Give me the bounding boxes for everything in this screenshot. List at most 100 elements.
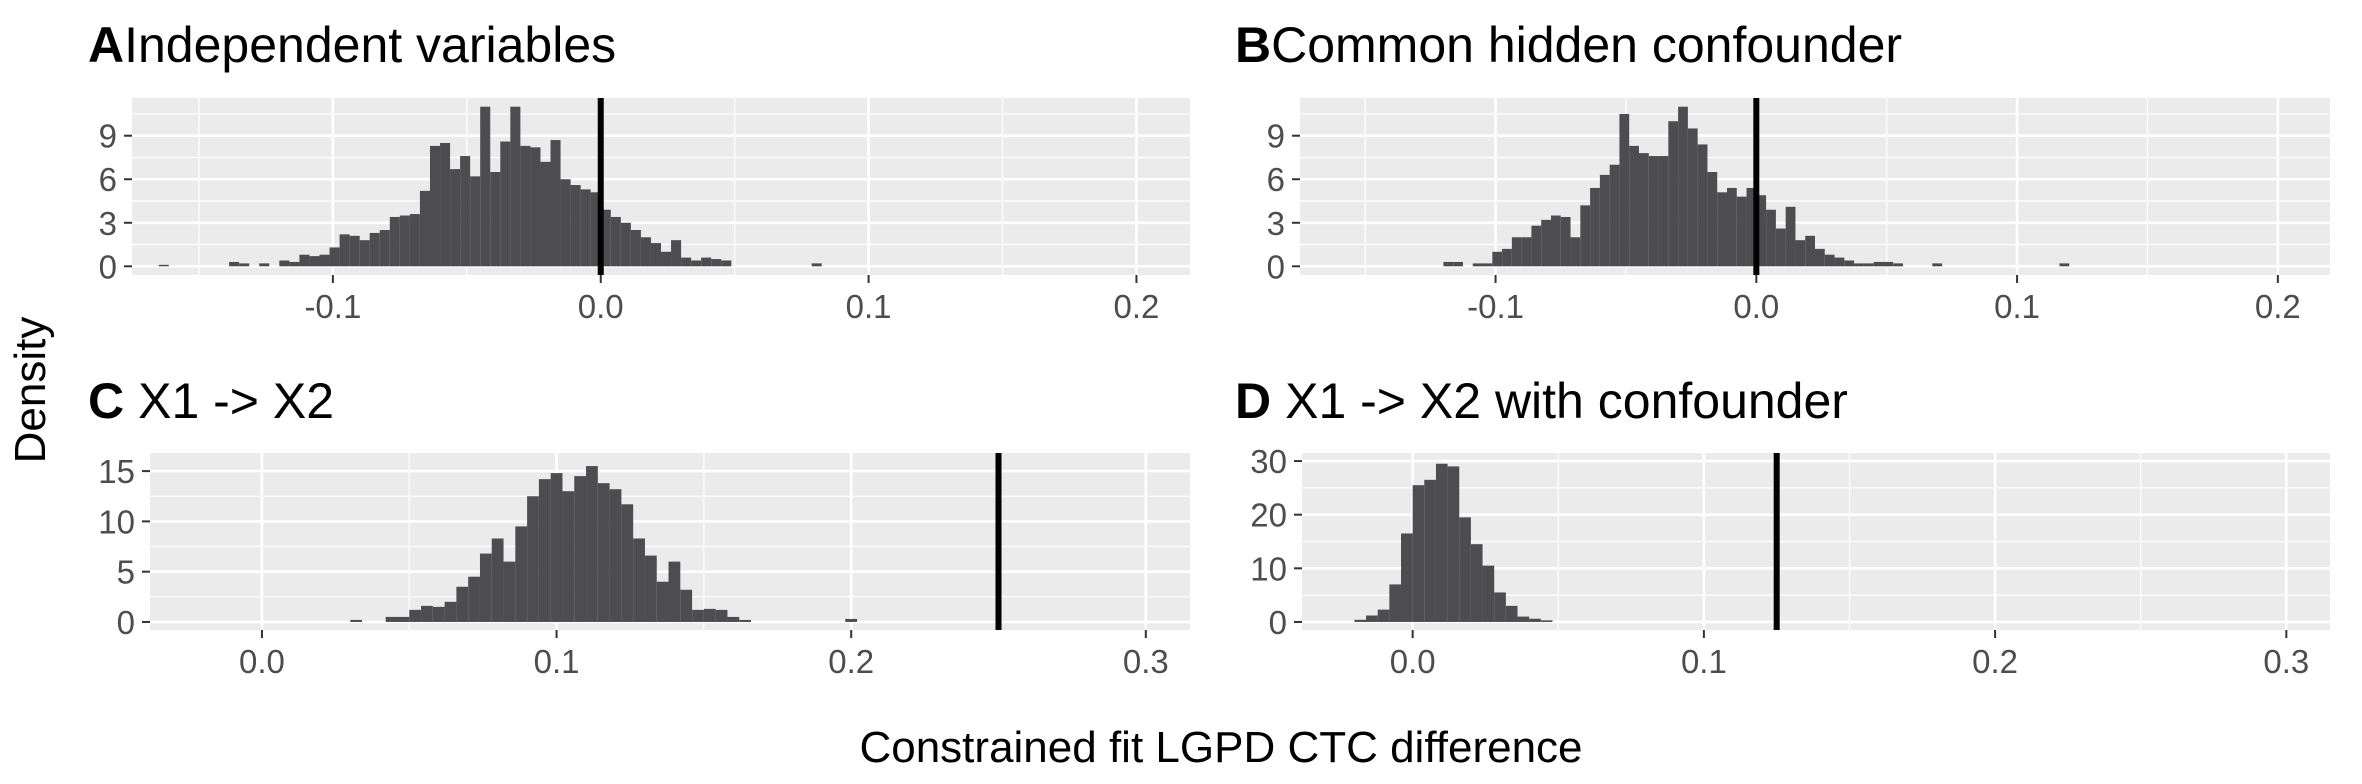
panel-b-bar <box>1883 261 1894 267</box>
panel-c-bar <box>432 606 445 622</box>
panel-b-bar <box>1521 237 1532 267</box>
panel-c-bar <box>715 609 728 622</box>
panel-a-bar <box>500 141 511 267</box>
panel-d-y-tick-label: 0 <box>1269 604 1287 641</box>
panel-b-bar <box>1854 263 1864 267</box>
panel-c-bar <box>703 608 716 622</box>
panel-b-bar <box>1629 145 1639 267</box>
panel-c-bar <box>538 479 551 622</box>
panel-a-bar <box>640 237 651 267</box>
panel-d-bar <box>1412 485 1425 622</box>
panel-d-bar <box>1366 615 1378 622</box>
panel-a-bar <box>530 147 541 267</box>
panel-b-bar <box>1795 240 1806 267</box>
panel-c-x-tick-label: 0.1 <box>534 643 580 680</box>
panel-a-title-text: Independent variables <box>124 17 616 73</box>
panel-b-bar <box>1697 144 1708 267</box>
panel-a-bar <box>590 192 601 267</box>
panel-b-bar <box>1932 263 1943 267</box>
panel-d-bar <box>1459 517 1471 622</box>
panel-c: C X1 -> X2 0.0 0.1 0.2 0.3 0 5 10 15 <box>88 373 1190 680</box>
panel-c-x-tick-label: 0.3 <box>1123 643 1169 680</box>
panel-c-bar <box>491 538 504 622</box>
panel-b-bar <box>1511 237 1522 267</box>
panel-b-bar <box>1472 263 1483 267</box>
panel-d-bar <box>1424 479 1436 622</box>
panel-a-y-tick-label: 9 <box>99 118 117 155</box>
panel-b-bar <box>1893 263 1904 267</box>
panel-b-x-tick-label: 0.0 <box>1733 288 1779 325</box>
panel-d-bar <box>1389 584 1402 622</box>
panel-a-bar <box>681 257 692 267</box>
panel-b-bar <box>1815 248 1825 267</box>
panel-d-x-tick-label: 0.0 <box>1390 643 1436 680</box>
panel-d-x-tick-label: 0.1 <box>1681 643 1727 680</box>
panel-a-bar <box>239 263 250 267</box>
panel-c-bar <box>727 616 740 622</box>
panel-c-title: C X1 -> X2 <box>88 373 334 429</box>
panel-b-bar <box>1590 187 1600 267</box>
panel-b-bar <box>1619 113 1630 267</box>
panel-a-bar <box>259 263 270 267</box>
panel-b-bar <box>1492 251 1503 267</box>
panel-b-bar <box>1824 254 1835 267</box>
panel-b-y-tick-label: 9 <box>1267 118 1285 155</box>
panel-c-bar <box>668 561 681 622</box>
panel-b-bar <box>1609 164 1620 267</box>
panel-a-tag: A <box>88 17 124 73</box>
panel-b-x-tick-label: 0.1 <box>1994 288 2040 325</box>
panel-a-x-tick-label: -0.1 <box>304 288 361 325</box>
panel-b-bar <box>1560 216 1571 267</box>
panel-a-bar <box>429 145 441 267</box>
panel-c-bar <box>680 589 693 622</box>
panel-d-bar <box>1529 618 1541 622</box>
panel-b-tag: B <box>1235 17 1271 73</box>
panel-c-title-text: X1 -> X2 <box>138 373 334 429</box>
panel-b: BCommon hidden confounder -0.1 0.0 0.1 0.2 0 3… <box>1235 17 2330 325</box>
panel-d-bar <box>1447 466 1460 622</box>
panel-c-bar <box>621 504 634 622</box>
panel-c-bar <box>550 473 563 622</box>
panel-d-tag: D <box>1235 373 1271 429</box>
panel-c-tag: C <box>88 373 124 429</box>
panel-a-bar <box>721 260 732 267</box>
panel-d-y-tick-label: 20 <box>1250 497 1287 534</box>
panel-d-bar <box>1470 544 1483 622</box>
panel-b-bar <box>1502 248 1512 267</box>
panel-b-bar <box>1775 228 1786 267</box>
panel-b-bar <box>2059 263 2070 267</box>
panel-a-x-tick-label: 0.2 <box>1113 288 1159 325</box>
panel-d-bar <box>1517 616 1530 622</box>
panel-b-x-tick-label: -0.1 <box>1467 288 1524 325</box>
panel-b-title-text: Common hidden confounder <box>1271 17 1902 73</box>
panel-d-bar <box>1377 609 1390 622</box>
panel-a-bar <box>630 230 641 267</box>
panel-a-bar <box>309 256 320 267</box>
panel-d-y-tick-label: 30 <box>1250 443 1287 480</box>
panel-b-y-tick-label: 0 <box>1267 248 1285 285</box>
panel-d-bar <box>1401 533 1413 622</box>
panel-b-bar <box>1766 209 1776 267</box>
x-axis-title: Constrained fit LGPD CTC difference <box>859 723 1582 772</box>
panel-d-title-text: X1 -> X2 with confounder <box>1285 373 1848 429</box>
panel-a-bar <box>349 235 360 267</box>
panel-a-bar <box>419 190 430 267</box>
panel-a-bar <box>279 260 290 267</box>
panel-c-y-tick-label: 0 <box>117 604 135 641</box>
panel-a-bar <box>470 176 481 267</box>
panel-b-bar <box>1844 260 1855 267</box>
panel-b-bar <box>1785 206 1796 267</box>
panel-b-x-tick-label: 0.2 <box>2255 288 2301 325</box>
panel-d-bar <box>1505 605 1518 622</box>
panel-a-bar <box>299 254 310 267</box>
panel-b-bar <box>1873 261 1884 267</box>
panel-c-x-tick-label: 0.0 <box>239 643 285 680</box>
panel-c-bar <box>739 619 752 622</box>
panel-c-bar <box>574 476 587 622</box>
panel-c-bar <box>515 526 528 622</box>
panel-c-bar <box>633 538 645 622</box>
panel-a-x-tick-label: 0.0 <box>578 288 624 325</box>
panel-d-x-tick-label: 0.2 <box>1972 643 2018 680</box>
